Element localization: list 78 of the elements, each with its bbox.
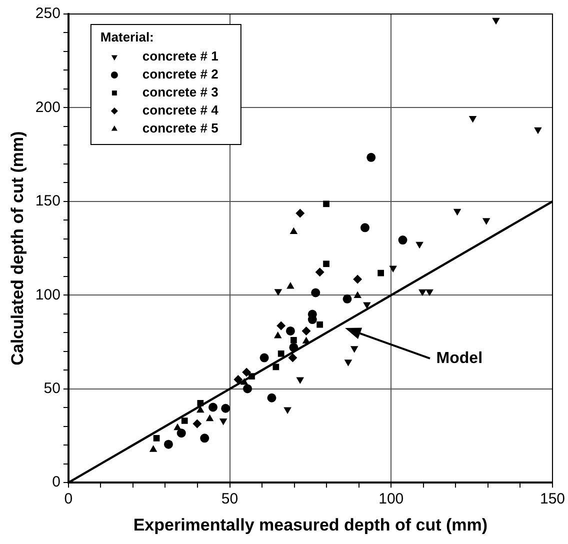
point (278, 350, 284, 357)
point (354, 291, 362, 298)
point (296, 377, 304, 384)
point (453, 208, 462, 216)
x-axis-title: Experimentally measured depth of cut (mm) (133, 515, 488, 534)
point (176, 428, 186, 438)
legend-label: concrete # 4 (142, 102, 220, 118)
point (468, 116, 477, 123)
point (363, 302, 371, 310)
point (315, 268, 324, 277)
y-axis-title: Calculated depth of cut (mm) (8, 131, 27, 366)
point (426, 289, 434, 296)
point (389, 266, 397, 272)
point (350, 346, 358, 353)
point (197, 400, 204, 406)
point (353, 274, 362, 284)
point (192, 419, 202, 428)
point (206, 414, 214, 422)
point (344, 360, 352, 366)
point (286, 326, 295, 336)
point (267, 393, 276, 402)
point (286, 282, 294, 289)
legend-label: concrete # 2 (142, 66, 218, 82)
point (234, 375, 243, 384)
point (196, 406, 204, 413)
y-tick-label: 200 (35, 98, 60, 116)
point (323, 260, 330, 268)
point (240, 378, 248, 385)
point (200, 434, 210, 443)
x-tick-label: 150 (540, 490, 565, 508)
point (492, 18, 500, 25)
point (323, 200, 330, 208)
point (181, 418, 188, 424)
point (288, 353, 298, 362)
x-tick-label: 50 (221, 490, 238, 508)
point (366, 152, 376, 162)
x-tick-label: 100 (378, 490, 404, 508)
point (219, 418, 228, 426)
point (164, 440, 173, 449)
y-tick-label: 250 (35, 5, 60, 22)
point (378, 270, 384, 276)
point (274, 332, 282, 338)
point (482, 218, 490, 225)
y-tick-label: 50 (44, 380, 60, 398)
point (260, 353, 269, 362)
point (316, 321, 323, 328)
legend-label: concrete # 5 (142, 120, 218, 136)
y-tick-label: 0 (52, 474, 60, 491)
annotation: Model (436, 350, 483, 367)
point (274, 289, 282, 296)
point (289, 342, 298, 352)
point (243, 384, 252, 394)
point (398, 236, 408, 245)
point (208, 402, 218, 412)
point (221, 404, 230, 413)
point (276, 321, 286, 330)
point (360, 223, 370, 232)
point (272, 364, 280, 370)
point (342, 294, 352, 304)
point (534, 127, 542, 134)
x-tick-label: 0 (64, 490, 73, 508)
point (418, 289, 426, 296)
y-tick-label: 100 (35, 286, 60, 304)
point (416, 242, 424, 249)
point (296, 208, 305, 218)
point (242, 368, 252, 377)
point (149, 445, 158, 452)
legend-title: Material: (100, 30, 154, 45)
point (248, 373, 255, 380)
point (153, 434, 160, 442)
point (302, 326, 311, 336)
point (311, 288, 320, 298)
point (284, 407, 292, 414)
point (290, 227, 298, 234)
legend-label: concrete # 1 (142, 48, 218, 64)
point (290, 336, 297, 344)
y-tick-label: 150 (35, 192, 60, 210)
legend-label: concrete # 3 (142, 84, 218, 100)
